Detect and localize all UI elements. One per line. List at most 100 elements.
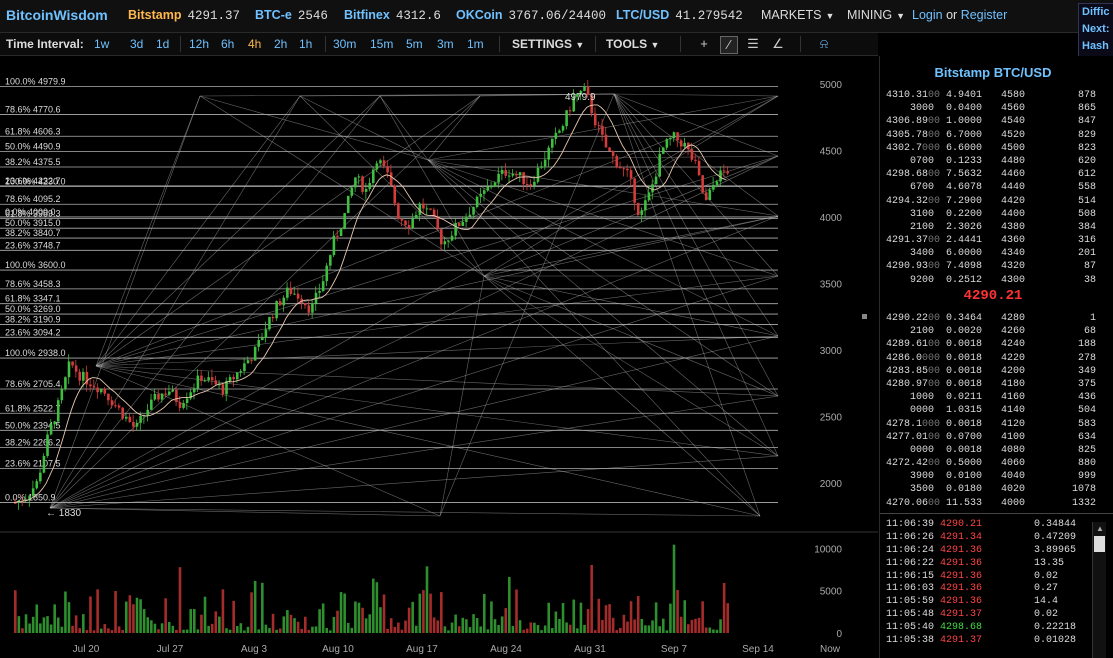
orderbook-row[interactable]: 9200 0.2512 4300 38: [886, 274, 1096, 287]
markets-menu[interactable]: MARKETS ▼: [761, 8, 834, 22]
orderbook-row[interactable]: 4305.7800 6.7000 4520 829: [886, 129, 1096, 142]
orderbook-row[interactable]: 0000 1.0315 4140 504: [886, 404, 1096, 417]
orderbook-row[interactable]: 6700 4.6078 4440 558: [886, 181, 1096, 194]
divider: [325, 36, 326, 52]
ticker-price: 2546: [297, 9, 328, 23]
orderbook-row[interactable]: 4298.6800 7.5632 4460 612: [886, 168, 1096, 181]
trades-scrollbar[interactable]: ▲: [1092, 522, 1106, 658]
orderbook-row[interactable]: 4310.3100 4.9401 4580 878: [886, 89, 1096, 102]
interval-4h[interactable]: 4h: [248, 37, 262, 51]
volume-bar: [214, 611, 218, 633]
ticker-btce[interactable]: BTC-e 2546: [255, 8, 328, 23]
fib-level-label: 78.6% 4770.6: [5, 104, 61, 114]
fan-icon[interactable]: ∠: [772, 36, 784, 51]
candle-body: [404, 220, 407, 225]
volume-bar: [164, 598, 167, 633]
top-navigation-bar: BitcoinWisdom Bitstamp 4291.37 BTC-e 2546 …: [0, 0, 1113, 33]
tools-menu[interactable]: TOOLS ▼: [606, 37, 659, 51]
interval-3d[interactable]: 3d: [130, 37, 144, 51]
orderbook-row[interactable]: 3900 0.0100 4040 999: [886, 470, 1096, 483]
scroll-marker[interactable]: [862, 314, 867, 319]
orderbook-row[interactable]: 4290.2200 0.3464 4280 1: [886, 312, 1096, 325]
volume-bar: [601, 619, 604, 633]
candle-body: [432, 209, 436, 217]
interval-2h[interactable]: 2h: [274, 37, 288, 51]
orderbook-row[interactable]: 4277.0100 0.0700 4100 634: [886, 431, 1096, 444]
ticker-bitfinex[interactable]: Bitfinex 4312.6: [344, 8, 441, 23]
interval-30m[interactable]: 30m: [333, 37, 357, 51]
fan-line: [483, 155, 779, 277]
fib-level-label: 38.2% 4375.5: [5, 157, 61, 167]
orderbook-row[interactable]: 4286.0000 0.0018 4220 278: [886, 352, 1096, 365]
interval-12h[interactable]: 12h: [189, 37, 210, 51]
mining-menu[interactable]: MINING ▼: [847, 8, 905, 22]
interval-1m[interactable]: 1m: [467, 37, 484, 51]
orderbook-row[interactable]: 0700 0.1233 4480 620: [886, 155, 1096, 168]
interval-6h[interactable]: 6h: [221, 37, 235, 51]
horizontal-lines-icon[interactable]: ☰: [747, 36, 759, 51]
interval-1w[interactable]: 1w: [94, 37, 110, 51]
interval-3m[interactable]: 3m: [437, 37, 454, 51]
orderbook-row[interactable]: 3500 0.0180 4020 1078: [886, 483, 1096, 496]
chevron-down-icon: ▼: [650, 40, 660, 50]
volume-bar: [586, 609, 590, 633]
price-chart[interactable]: 100.0% 4979.9 78.6% 4770.6 61.8% 4606.3 50.…: [0, 56, 878, 658]
ticker-bitstamp[interactable]: Bitstamp 4291.37: [128, 8, 240, 23]
crosshair-icon[interactable]: +: [700, 36, 708, 51]
orderbook-row[interactable]: 4289.6100 0.0018 4240 188: [886, 338, 1096, 351]
orderbook-row[interactable]: 4278.1000 0.0018 4120 583: [886, 418, 1096, 431]
trade-row: 11:05:48 4291.37 0.02: [886, 609, 1086, 622]
orderbook-row[interactable]: 4290.9300 7.4098 4320 87: [886, 260, 1096, 273]
orderbook-row[interactable]: 4280.9700 0.0018 4180 375: [886, 378, 1096, 391]
orderbook-row[interactable]: 1000 0.0211 4160 436: [886, 391, 1096, 404]
orderbook-row[interactable]: 4294.3200 7.2900 4420 514: [886, 195, 1096, 208]
orderbook-row[interactable]: 4291.3700 2.4441 4360 316: [886, 234, 1096, 247]
candle-body: [293, 293, 296, 295]
orderbook-row[interactable]: 4302.7000 6.6000 4500 823: [886, 142, 1096, 155]
candle-body: [271, 316, 275, 319]
orderbook-row[interactable]: 0000 0.0018 4080 825: [886, 444, 1096, 457]
scroll-up-icon[interactable]: ▲: [1096, 524, 1104, 533]
bell-icon[interactable]: ⍾: [819, 36, 829, 51]
settings-menu[interactable]: SETTINGS ▼: [512, 37, 584, 51]
candle-body: [382, 160, 386, 167]
order-amount: 0.0018: [946, 352, 983, 364]
trade-amount: 0.34844: [1034, 519, 1077, 530]
orderbook-row[interactable]: 4306.8900 1.0000 4540 847: [886, 115, 1096, 128]
trade-row: 11:06:39 4290.21 0.34844: [886, 519, 1086, 532]
interval-1d[interactable]: 1d: [156, 37, 170, 51]
volume-bar: [551, 628, 554, 633]
depth-level: 4300: [1001, 274, 1026, 286]
orderbook-row[interactable]: 2100 0.0020 4260 68: [886, 325, 1096, 338]
ticker-okcoin[interactable]: OKCoin 3767.06/24400: [456, 8, 606, 23]
volume-bar: [64, 591, 67, 633]
trendline-icon[interactable]: ∕: [720, 36, 738, 54]
interval-1h[interactable]: 1h: [299, 37, 313, 51]
login-link[interactable]: Login: [912, 8, 943, 22]
orderbook-row[interactable]: 3100 0.2200 4400 508: [886, 208, 1096, 221]
orderbook-row[interactable]: 4270.0600 11.533 4000 1332: [886, 497, 1096, 510]
orderbook-row[interactable]: 3400 6.0000 4340 201: [886, 247, 1096, 260]
candle-body: [200, 375, 203, 381]
interval-5m[interactable]: 5m: [406, 37, 423, 51]
scroll-thumb[interactable]: [1094, 536, 1105, 552]
brand-logo[interactable]: BitcoinWisdom: [6, 7, 108, 23]
depth-level: 4000: [1001, 497, 1026, 509]
fib-level-label: 38.2% 2266.2: [5, 437, 61, 447]
depth-level: 4580: [1001, 90, 1026, 101]
orderbook-row[interactable]: 4283.8500 0.0018 4200 349: [886, 365, 1096, 378]
fan-line: [299, 95, 485, 277]
volume-bar: [21, 628, 24, 633]
fan-line: [95, 95, 201, 367]
interval-15m[interactable]: 15m: [370, 37, 394, 51]
orderbook-row[interactable]: 3000 0.0400 4560 865: [886, 102, 1096, 115]
depth-cumulative: 38: [1083, 274, 1096, 286]
orderbook-row[interactable]: 2100 2.3026 4380 384: [886, 221, 1096, 234]
orderbook-row[interactable]: 4272.4200 0.5000 4060 880: [886, 457, 1096, 470]
difficulty-panel[interactable]: Diffic Next: Hash: [1078, 3, 1113, 57]
register-link[interactable]: Register: [960, 8, 1008, 22]
ticker-ltcusd[interactable]: LTC/USD 41.279542: [616, 8, 743, 23]
candle-body: [515, 173, 518, 176]
candle-body: [518, 172, 522, 176]
candle-body: [440, 229, 443, 245]
